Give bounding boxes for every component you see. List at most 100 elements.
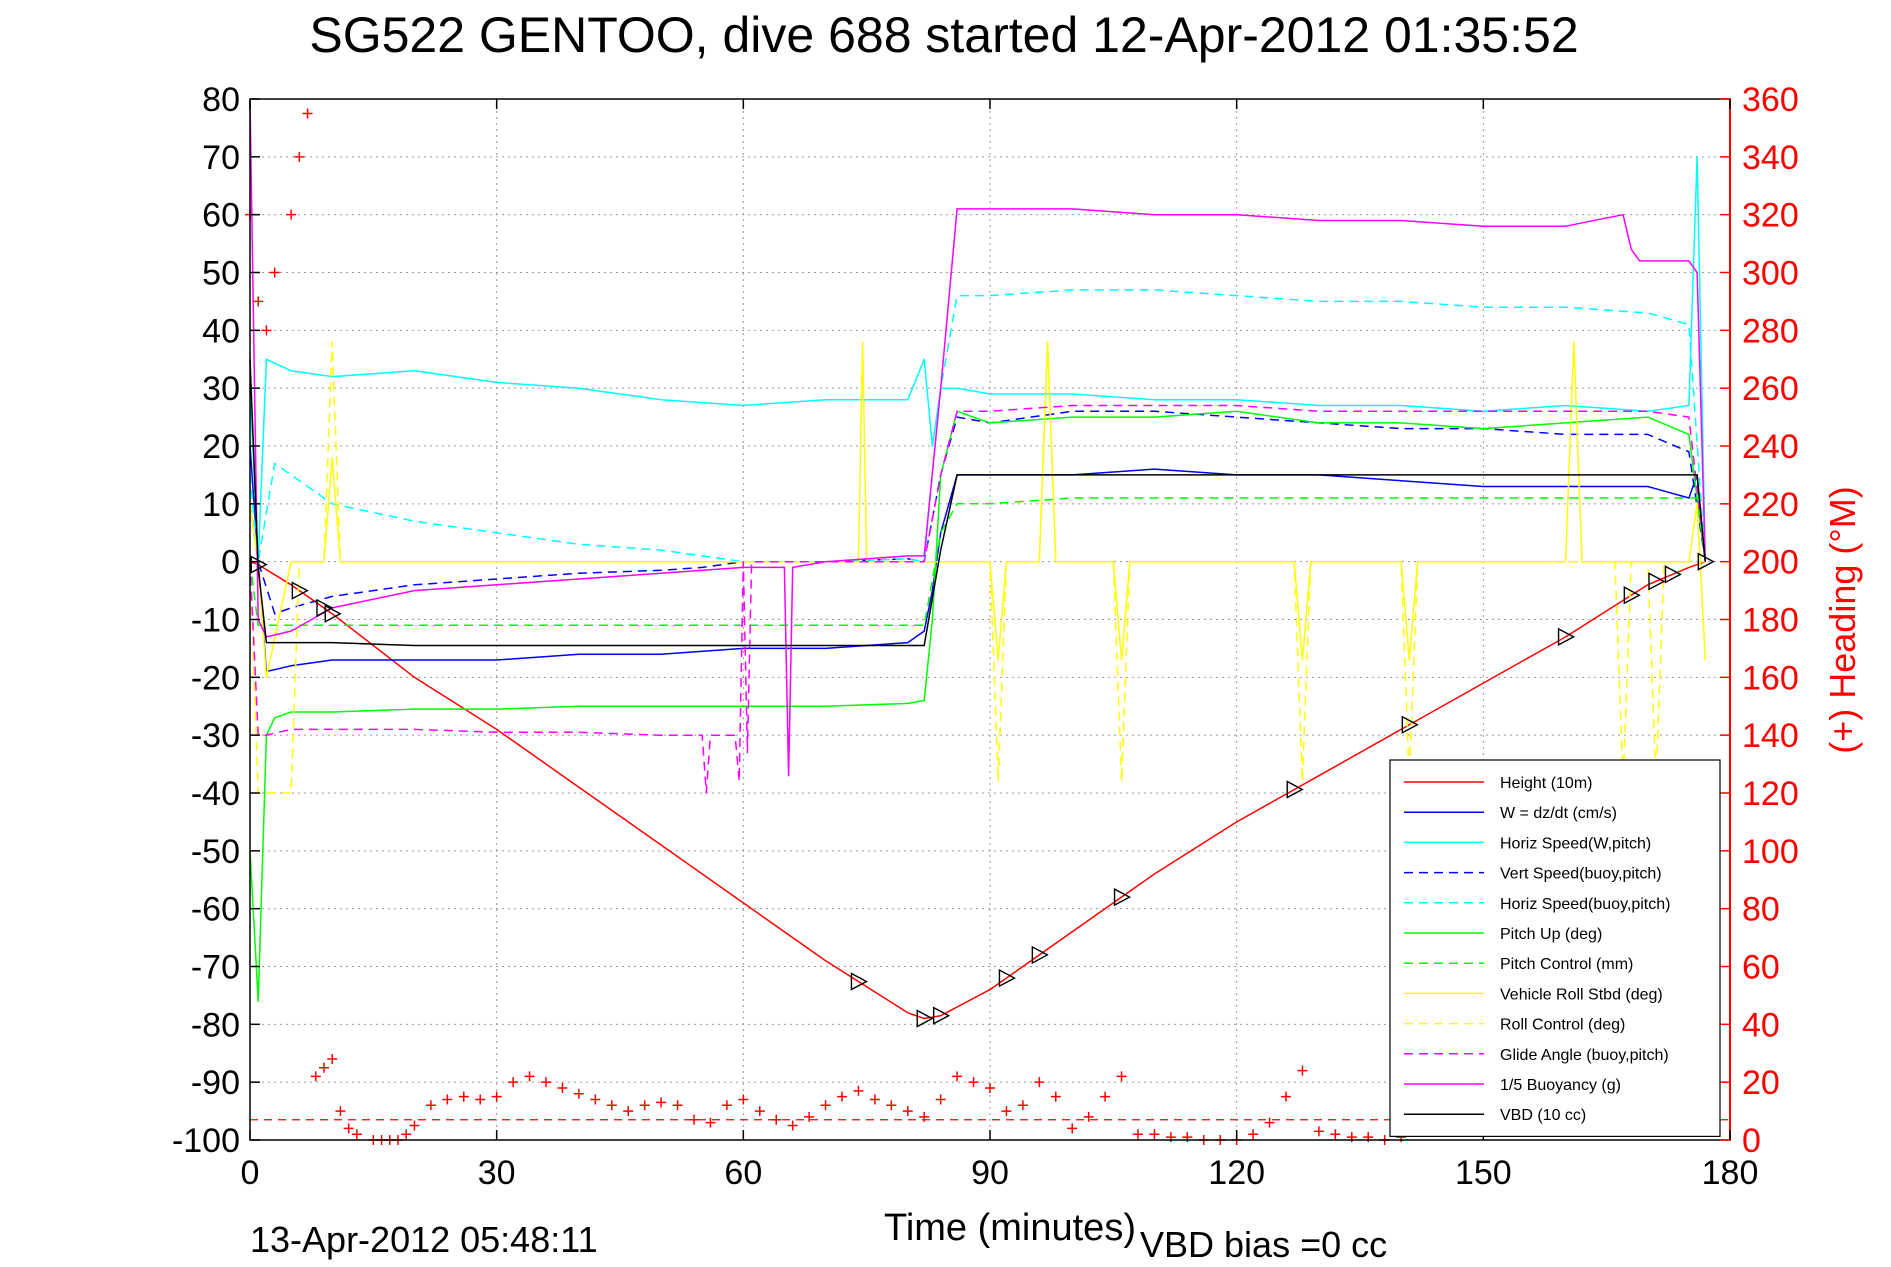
y2-tick-label: 280 (1742, 312, 1799, 350)
footer-vbd-bias: VBD bias =0 cc (1140, 1224, 1387, 1262)
heading-point (335, 1106, 346, 1117)
legend-entry: Vert Speed(buoy,pitch) (1500, 866, 1662, 883)
heading-point (1248, 1129, 1259, 1140)
heading-point (985, 1082, 995, 1093)
y-tick-label: 0 (221, 544, 240, 582)
x-tick-label: 150 (1455, 1154, 1512, 1192)
series-line-4 (249, 289, 1707, 563)
y-tick-label: -90 (191, 1064, 240, 1102)
heading-point (721, 1100, 732, 1111)
series-line-6 (249, 497, 1706, 627)
heading-point (1313, 1126, 1324, 1137)
y-tick-label: -10 (191, 602, 240, 640)
heading-point (269, 267, 280, 278)
chart-title: SG522 GENTOO, dive 688 started 12-Apr-20… (309, 7, 1578, 63)
heading-point (886, 1100, 897, 1111)
heading-point (672, 1100, 683, 1111)
heading-point (952, 1071, 963, 1082)
y2-tick-label: 240 (1742, 428, 1799, 466)
glider-marker (1286, 780, 1304, 799)
heading-point (919, 1111, 930, 1122)
heading-point (738, 1094, 749, 1105)
heading-point (968, 1077, 979, 1088)
legend-entry: Horiz Speed(buoy,pitch) (1500, 896, 1670, 913)
glider-marker (1648, 572, 1666, 591)
glider-marker (324, 604, 342, 623)
series-line-10 (249, 98, 1707, 777)
heading-point (1297, 1065, 1308, 1076)
y-tick-label: 60 (202, 197, 240, 235)
heading-point (327, 1054, 338, 1065)
glider-marker (932, 1006, 951, 1025)
glider-marker (1031, 945, 1049, 965)
y-tick-label: 40 (202, 312, 240, 350)
y-tick-label: -20 (191, 659, 240, 697)
y-tick-label: 20 (202, 428, 240, 466)
legend-entry: 1/5 Buoyancy (g) (1500, 1077, 1621, 1094)
heading-point (310, 1071, 321, 1082)
heading-point (1149, 1129, 1160, 1140)
legend: Height (10m) W = dz/dt (cm/s) Horiz Speed(… (1389, 759, 1721, 1137)
heading-point (458, 1091, 469, 1102)
heading-point (1264, 1117, 1275, 1128)
heading-point (754, 1106, 765, 1117)
y2-tick-label: 0 (1742, 1122, 1761, 1160)
heading-point (541, 1077, 551, 1088)
heading-point (343, 1123, 354, 1134)
y2-tick-label: 340 (1742, 139, 1799, 177)
y2-tick-label: 220 (1742, 486, 1799, 524)
heading-point (1330, 1129, 1341, 1140)
x-tick-label: 180 (1702, 1154, 1759, 1192)
y2-tick-label: 20 (1742, 1064, 1780, 1102)
heading-point (689, 1114, 699, 1125)
heading-point (656, 1097, 667, 1108)
x-axis-label: Time (minutes) (884, 1207, 1136, 1249)
heading-point (705, 1117, 716, 1128)
heading-point (869, 1094, 880, 1105)
heading-point (1034, 1077, 1045, 1088)
heading-point (401, 1129, 412, 1140)
series-line-11 (249, 359, 1707, 647)
heading-point (319, 1062, 329, 1073)
x-tick-label: 90 (971, 1154, 1009, 1192)
legend-box (1389, 759, 1721, 1137)
series-line-8 (249, 341, 1706, 794)
y-tick-label: -50 (191, 833, 240, 871)
x-tick-label: 30 (478, 1154, 516, 1192)
heading-point (294, 151, 305, 162)
heading-point (475, 1094, 486, 1105)
legend-entry: Pitch Up (deg) (1500, 926, 1602, 943)
y2-tick-label: 180 (1742, 602, 1799, 640)
y2-tick-label: 360 (1742, 81, 1799, 119)
heading-point (491, 1091, 502, 1102)
y2-tick-label: 300 (1742, 255, 1799, 293)
x-tick-label: 120 (1208, 1154, 1265, 1192)
heading-point (837, 1091, 847, 1102)
y2-tick-label: 100 (1742, 833, 1799, 871)
axis-layer: 0 30 60 90 120 150 18080706050403020100-10-20-… (172, 81, 1799, 1192)
heading-point (623, 1106, 634, 1117)
glider-marker (1664, 565, 1682, 584)
series-line-0 (249, 560, 1706, 1020)
y2-tick-label: 140 (1742, 717, 1799, 755)
legend-entry: W = dz/dt (cm/s) (1500, 805, 1617, 822)
heading-point (253, 296, 264, 307)
series-line-5 (249, 410, 1707, 1002)
y2-tick-label: 120 (1742, 775, 1799, 813)
y-tick-label: 50 (202, 255, 240, 293)
heading-point (1281, 1091, 1291, 1102)
x-tick-label: 60 (724, 1154, 762, 1192)
glider-marker (250, 555, 268, 574)
legend-entry: Vehicle Roll Stbd (deg) (1500, 986, 1663, 1003)
y-tick-label: -70 (191, 949, 240, 987)
heading-point (771, 1114, 782, 1125)
legend-entry: Roll Control (deg) (1500, 1017, 1625, 1034)
glider-marker (916, 1009, 934, 1028)
heading-point (1133, 1129, 1143, 1140)
heading-point (1083, 1111, 1094, 1122)
y2-tick-label: 260 (1742, 370, 1799, 408)
x-tick-label: 0 (241, 1154, 260, 1192)
y-tick-label: 80 (202, 81, 240, 119)
